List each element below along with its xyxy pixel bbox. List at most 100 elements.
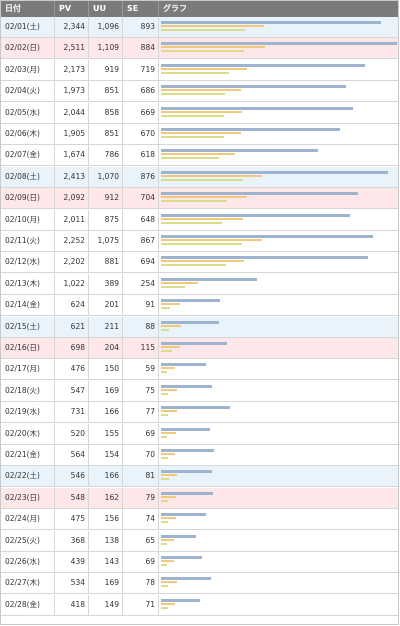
bar-uu	[161, 25, 264, 27]
cell-uu: 154	[89, 445, 123, 465]
cell-date: 02/09(日)	[1, 188, 55, 209]
table-row: 02/01(土) 2,344 1,096 893	[1, 17, 398, 38]
bar-graph	[161, 509, 397, 529]
table-row: 02/17(月) 476 150 59	[1, 359, 398, 381]
cell-date: 02/08(土)	[1, 166, 55, 187]
table-row: 02/15(土) 621 211 88	[1, 316, 398, 338]
table-row: 02/07(金) 1,674 786 618	[1, 145, 398, 167]
cell-se: 79	[123, 487, 159, 508]
bar-graph	[161, 167, 397, 187]
cell-pv: 624	[55, 295, 89, 316]
table-row: 02/13(木) 1,022 389 254	[1, 273, 398, 295]
bar-se	[161, 350, 172, 352]
cell-uu: 149	[89, 594, 123, 615]
cell-se: 648	[123, 209, 159, 230]
bar-graph	[161, 188, 397, 208]
cell-pv: 534	[55, 573, 89, 594]
cell-pv: 475	[55, 509, 89, 530]
cell-uu: 912	[89, 188, 123, 209]
table-row: 02/19(水) 731 166 77	[1, 402, 398, 424]
cell-se: 65	[123, 530, 159, 551]
cell-se: 704	[123, 188, 159, 209]
bar-pv	[161, 63, 366, 67]
table-row: 02/08(土) 2,413 1,070 876	[1, 166, 398, 188]
cell-uu: 166	[89, 466, 123, 487]
cell-se: 694	[123, 252, 159, 273]
bar-se	[161, 435, 168, 438]
cell-se: 88	[123, 316, 159, 337]
bar-uu	[161, 581, 177, 584]
table-row: 02/04(火) 1,973 851 686	[1, 81, 398, 103]
cell-pv: 698	[55, 338, 89, 358]
header-se: SE	[123, 1, 159, 17]
cell-date: 02/17(月)	[1, 359, 55, 380]
cell-pv: 2,252	[55, 231, 89, 251]
bar-uu	[161, 89, 241, 92]
bar-uu	[161, 67, 248, 70]
table-row: 02/28(金) 418 149 71	[1, 594, 398, 616]
bar-se	[161, 29, 245, 31]
bar-graph	[161, 60, 397, 80]
bar-pv	[161, 491, 213, 495]
cell-pv: 476	[55, 359, 89, 380]
bar-graph	[161, 595, 397, 615]
bar-se	[161, 371, 167, 374]
cell-date: 02/20(木)	[1, 423, 55, 444]
cell-uu: 786	[89, 145, 123, 166]
bar-uu	[161, 538, 174, 541]
bar-uu	[161, 281, 198, 284]
cell-pv: 418	[55, 594, 89, 615]
table-row: 02/22(土) 546 166 81	[1, 466, 398, 488]
cell-se: 254	[123, 273, 159, 294]
bar-graph	[161, 573, 397, 593]
bar-se	[161, 285, 185, 288]
bar-pv	[161, 192, 358, 196]
cell-date: 02/14(金)	[1, 295, 55, 316]
bar-uu	[161, 431, 176, 434]
cell-se: 75	[123, 380, 159, 401]
cell-pv: 2,092	[55, 188, 89, 209]
bar-uu	[161, 174, 262, 177]
cell-uu: 858	[89, 102, 123, 123]
bar-uu	[161, 367, 176, 370]
cell-date: 02/11(火)	[1, 231, 55, 251]
cell-date: 02/05(水)	[1, 102, 55, 123]
bar-uu	[161, 602, 175, 605]
cell-uu: 851	[89, 124, 123, 144]
bar-graph	[161, 552, 397, 572]
cell-pv: 2,011	[55, 209, 89, 230]
bar-pv	[161, 556, 203, 559]
bar-graph	[161, 274, 397, 294]
cell-date: 02/22(土)	[1, 466, 55, 487]
cell-uu: 143	[89, 552, 123, 572]
cell-date: 02/26(水)	[1, 552, 55, 572]
cell-pv: 731	[55, 402, 89, 423]
cell-uu: 155	[89, 423, 123, 444]
bar-pv	[161, 598, 201, 602]
cell-date: 02/07(金)	[1, 145, 55, 166]
cell-pv: 2,413	[55, 166, 89, 187]
table-row: 02/06(木) 1,905 851 670	[1, 124, 398, 145]
bar-se	[161, 499, 169, 502]
bar-pv	[161, 42, 397, 46]
cell-se: 669	[123, 102, 159, 123]
cell-date: 02/19(水)	[1, 402, 55, 423]
bar-uu	[161, 324, 181, 327]
bar-uu	[161, 110, 242, 113]
bar-pv	[161, 149, 319, 153]
cell-uu: 851	[89, 81, 123, 102]
cell-date: 02/23(日)	[1, 487, 55, 508]
bar-pv	[161, 256, 368, 260]
bar-pv	[161, 170, 388, 174]
cell-se: 867	[123, 231, 159, 251]
table-row: 02/12(水) 2,202 881 694	[1, 252, 398, 274]
cell-se: 70	[123, 445, 159, 465]
bar-graph	[161, 381, 397, 401]
bar-pv	[161, 534, 196, 538]
cell-uu: 156	[89, 509, 123, 530]
bar-se	[161, 50, 245, 53]
cell-pv: 2,511	[55, 38, 89, 59]
bar-graph	[161, 531, 397, 551]
bar-pv	[161, 85, 347, 89]
